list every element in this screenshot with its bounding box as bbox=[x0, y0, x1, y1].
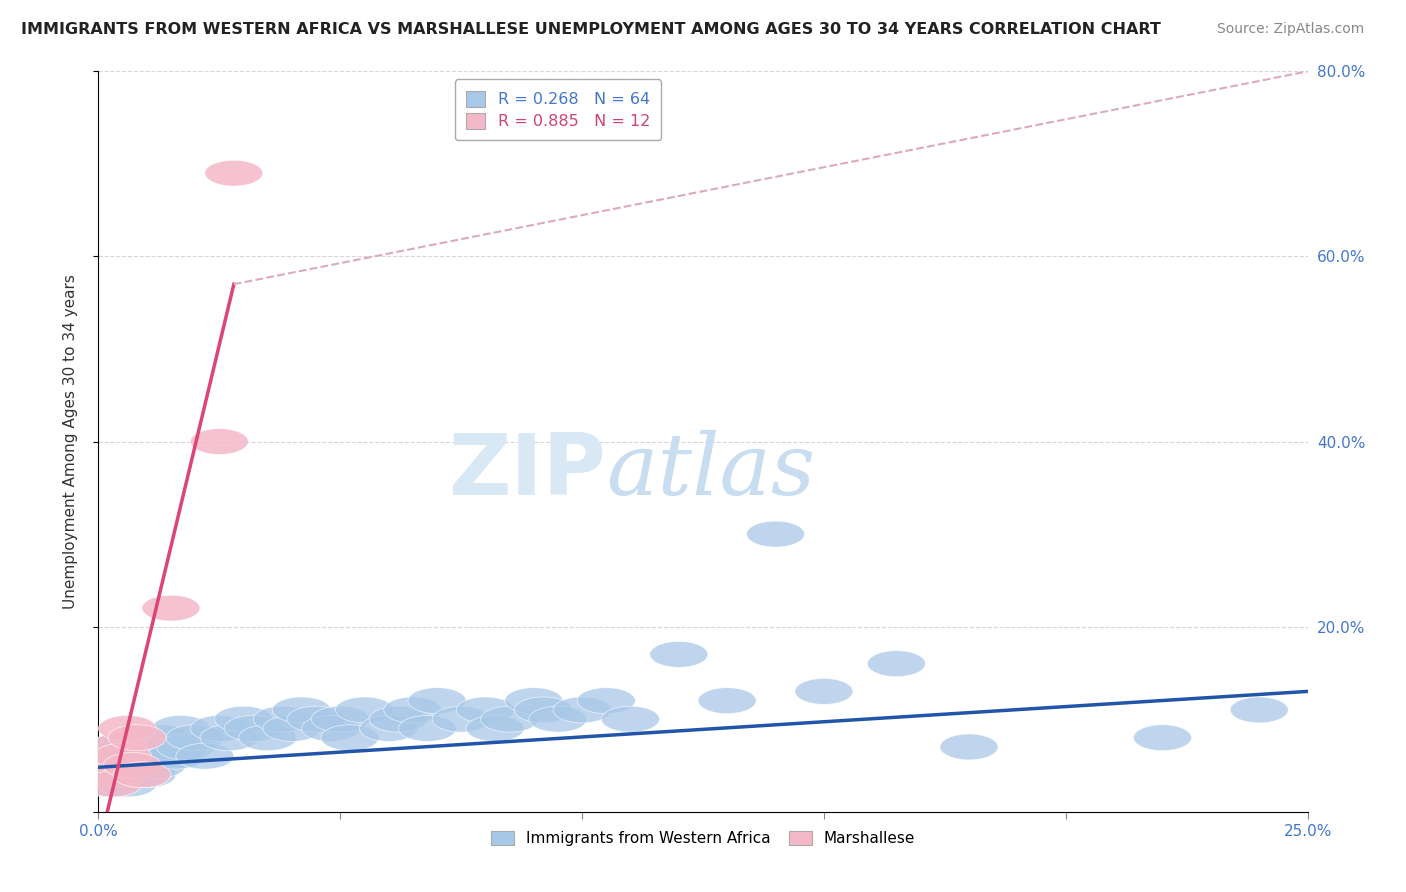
Ellipse shape bbox=[98, 715, 156, 741]
Ellipse shape bbox=[108, 724, 166, 751]
Ellipse shape bbox=[152, 715, 209, 741]
Ellipse shape bbox=[408, 688, 465, 714]
Ellipse shape bbox=[215, 706, 273, 732]
Y-axis label: Unemployment Among Ages 30 to 34 years: Unemployment Among Ages 30 to 34 years bbox=[63, 274, 77, 609]
Ellipse shape bbox=[84, 762, 142, 788]
Ellipse shape bbox=[205, 161, 263, 186]
Ellipse shape bbox=[156, 734, 215, 760]
Ellipse shape bbox=[190, 428, 249, 455]
Ellipse shape bbox=[122, 743, 180, 769]
Ellipse shape bbox=[505, 688, 562, 714]
Ellipse shape bbox=[253, 706, 311, 732]
Ellipse shape bbox=[602, 706, 659, 732]
Ellipse shape bbox=[747, 521, 804, 547]
Ellipse shape bbox=[239, 724, 297, 751]
Ellipse shape bbox=[84, 753, 142, 779]
Ellipse shape bbox=[370, 706, 427, 732]
Ellipse shape bbox=[75, 753, 132, 779]
Ellipse shape bbox=[321, 724, 380, 751]
Ellipse shape bbox=[941, 734, 998, 760]
Ellipse shape bbox=[146, 743, 205, 769]
Ellipse shape bbox=[465, 715, 524, 741]
Ellipse shape bbox=[360, 715, 418, 741]
Ellipse shape bbox=[89, 734, 146, 760]
Ellipse shape bbox=[142, 595, 200, 621]
Ellipse shape bbox=[94, 743, 152, 769]
Ellipse shape bbox=[336, 697, 394, 723]
Ellipse shape bbox=[79, 762, 138, 788]
Ellipse shape bbox=[1133, 724, 1191, 751]
Ellipse shape bbox=[118, 762, 176, 788]
Ellipse shape bbox=[1230, 697, 1288, 723]
Text: atlas: atlas bbox=[606, 430, 815, 513]
Ellipse shape bbox=[166, 724, 224, 751]
Ellipse shape bbox=[263, 715, 321, 741]
Ellipse shape bbox=[287, 706, 344, 732]
Ellipse shape bbox=[89, 734, 146, 760]
Ellipse shape bbox=[868, 650, 925, 677]
Ellipse shape bbox=[103, 753, 162, 779]
Ellipse shape bbox=[699, 688, 756, 714]
Ellipse shape bbox=[98, 753, 156, 779]
Text: Source: ZipAtlas.com: Source: ZipAtlas.com bbox=[1216, 22, 1364, 37]
Ellipse shape bbox=[190, 715, 249, 741]
Ellipse shape bbox=[457, 697, 515, 723]
Ellipse shape bbox=[311, 706, 370, 732]
Ellipse shape bbox=[128, 753, 186, 779]
Ellipse shape bbox=[75, 762, 132, 788]
Ellipse shape bbox=[384, 697, 441, 723]
Ellipse shape bbox=[79, 771, 138, 797]
Ellipse shape bbox=[108, 743, 166, 769]
Ellipse shape bbox=[481, 706, 538, 732]
Ellipse shape bbox=[94, 762, 152, 788]
Ellipse shape bbox=[108, 762, 166, 788]
Ellipse shape bbox=[142, 734, 200, 760]
Ellipse shape bbox=[98, 771, 156, 797]
Ellipse shape bbox=[224, 715, 283, 741]
Ellipse shape bbox=[75, 753, 132, 779]
Ellipse shape bbox=[529, 706, 586, 732]
Ellipse shape bbox=[650, 641, 707, 667]
Ellipse shape bbox=[176, 743, 233, 769]
Text: IMMIGRANTS FROM WESTERN AFRICA VS MARSHALLESE UNEMPLOYMENT AMONG AGES 30 TO 34 Y: IMMIGRANTS FROM WESTERN AFRICA VS MARSHA… bbox=[21, 22, 1161, 37]
Ellipse shape bbox=[84, 771, 142, 797]
Ellipse shape bbox=[79, 743, 138, 769]
Legend: Immigrants from Western Africa, Marshallese: Immigrants from Western Africa, Marshall… bbox=[485, 824, 921, 852]
Ellipse shape bbox=[200, 724, 259, 751]
Ellipse shape bbox=[89, 753, 146, 779]
Ellipse shape bbox=[273, 697, 330, 723]
Ellipse shape bbox=[112, 753, 172, 779]
Ellipse shape bbox=[301, 715, 360, 741]
Ellipse shape bbox=[94, 743, 152, 769]
Ellipse shape bbox=[515, 697, 572, 723]
Ellipse shape bbox=[578, 688, 636, 714]
Ellipse shape bbox=[118, 734, 176, 760]
Ellipse shape bbox=[398, 715, 457, 741]
Ellipse shape bbox=[794, 679, 853, 705]
Ellipse shape bbox=[112, 762, 172, 788]
Ellipse shape bbox=[103, 743, 162, 769]
Ellipse shape bbox=[432, 706, 491, 732]
Ellipse shape bbox=[132, 724, 190, 751]
Text: ZIP: ZIP bbox=[449, 430, 606, 513]
Ellipse shape bbox=[103, 753, 162, 779]
Ellipse shape bbox=[553, 697, 612, 723]
